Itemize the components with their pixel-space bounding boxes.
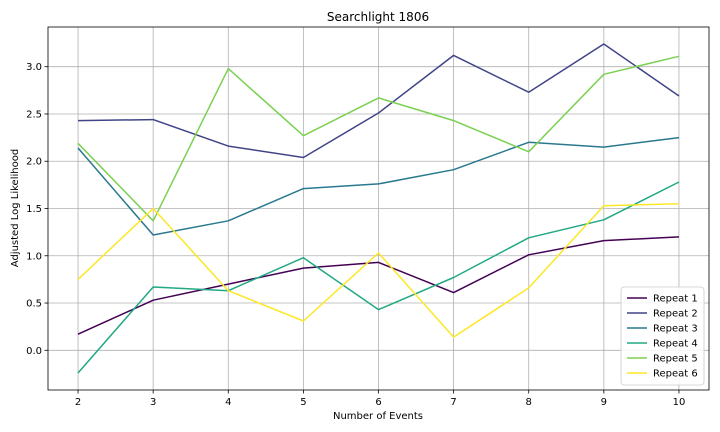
- y-tick-label: 0.5: [26, 299, 42, 310]
- y-tick-label: 3.0: [26, 62, 42, 73]
- series-lines: [77, 43, 680, 374]
- x-tick-label: 4: [225, 397, 231, 408]
- legend-entry-label: Repeat 6: [653, 369, 698, 380]
- x-tick-label: 10: [673, 397, 686, 408]
- y-tick-label: 1.0: [26, 251, 42, 262]
- y-tick-label: 2.5: [26, 109, 42, 120]
- legend-entry-label: Repeat 1: [653, 294, 698, 305]
- series-line-repeat-5: [77, 55, 680, 222]
- x-tick-label: 8: [526, 397, 532, 408]
- x-tick-label: 9: [601, 397, 607, 408]
- x-axis-label: Number of Events: [333, 411, 423, 422]
- y-tick-label: 1.5: [26, 204, 42, 215]
- chart-title: Searchlight 1806: [327, 10, 429, 24]
- x-axis-ticks: 2 3 4 5 6 7 8 9 10: [75, 390, 685, 408]
- y-axis-label: Adjusted Log Likelihood: [10, 149, 21, 267]
- y-tick-label: 0.0: [26, 346, 42, 357]
- legend-entry-label: Repeat 3: [653, 324, 698, 335]
- x-tick-label: 6: [375, 397, 381, 408]
- legend-box: [620, 286, 705, 386]
- x-tick-label: 2: [75, 397, 81, 408]
- y-axis-ticks: 0.0 0.5 1.0 1.5 2.0 2.5 3.0: [26, 62, 48, 357]
- series-line-repeat-1: [77, 236, 680, 335]
- x-tick-label: 3: [150, 397, 156, 408]
- grid: [48, 27, 709, 390]
- legend-entry-label: Repeat 2: [653, 309, 698, 320]
- legend-entry-label: Repeat 5: [653, 354, 698, 365]
- series-line-repeat-4: [77, 181, 680, 374]
- series-line-repeat-2: [77, 43, 680, 159]
- y-tick-label: 2.0: [26, 157, 42, 168]
- series-line-repeat-3: [77, 136, 680, 236]
- legend-entry-label: Repeat 4: [653, 339, 698, 350]
- x-tick-label: 5: [300, 397, 306, 408]
- series-line-repeat-6: [77, 203, 680, 338]
- legend: Repeat 1 Repeat 2 Repeat 3 Repeat 4 Repeat 5…: [620, 286, 705, 386]
- x-tick-label: 7: [450, 397, 456, 408]
